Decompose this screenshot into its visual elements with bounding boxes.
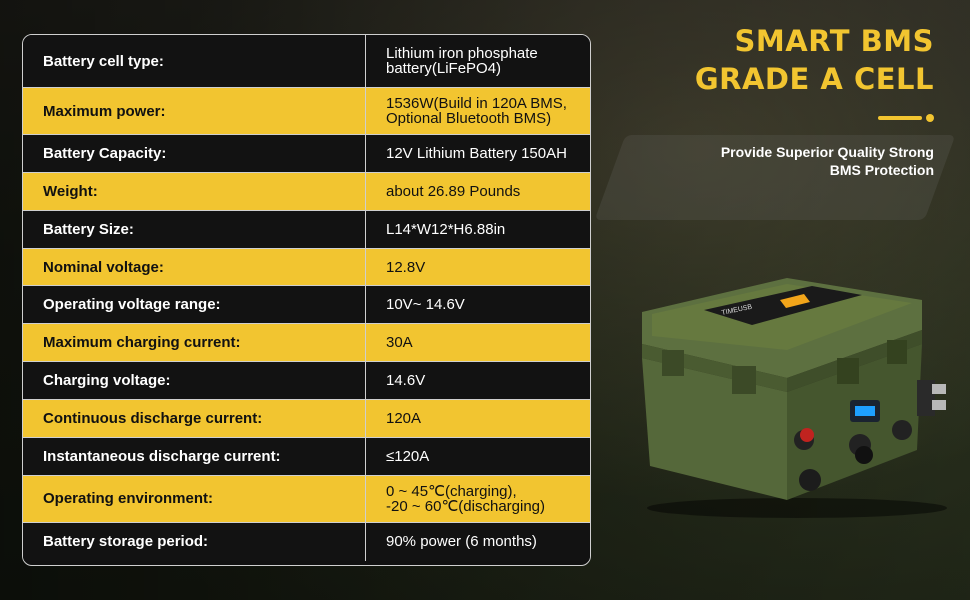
spec-label: Battery Size: <box>23 210 366 248</box>
spec-label: Operating voltage range: <box>23 286 366 324</box>
spec-value: about 26.89 Pounds <box>386 182 521 200</box>
spec-label: Battery storage period: <box>23 522 366 561</box>
spec-value: 30A <box>386 334 413 352</box>
headline-line-1: SMART BMS <box>734 24 934 58</box>
spec-row-max-charging-current: Maximum charging current: 30A <box>23 324 590 363</box>
spec-table: Battery cell type: Lithium iron phosphat… <box>22 34 591 566</box>
spec-row-charging-voltage: Charging voltage: 14.6V <box>23 362 590 401</box>
spec-value: ≤120A <box>386 447 430 465</box>
spec-row-storage-period: Battery storage period: 90% power (6 mon… <box>23 522 590 561</box>
spec-label: Continuous discharge current: <box>23 400 366 437</box>
spec-row-operating-environment: Operating environment: 0 ~ 45℃(charging)… <box>23 475 590 523</box>
spec-value: 90% power (6 months) <box>386 533 537 551</box>
spec-row-size: Battery Size: L14*W12*H6.88in <box>23 210 590 249</box>
battery-product-image: TIMEUSB <box>642 278 947 518</box>
subheadline-line-2: BMS Protection <box>829 162 934 178</box>
spec-row-nominal-voltage: Nominal voltage: 12.8V <box>23 248 590 287</box>
spec-row-instantaneous-discharge: Instantaneous discharge current: ≤120A <box>23 437 590 476</box>
spec-row-weight: Weight: about 26.89 Pounds <box>23 172 590 211</box>
spec-value: 120A <box>386 409 422 427</box>
spec-row-cell-type: Battery cell type: Lithium iron phosphat… <box>23 35 590 88</box>
spec-label: Maximum power: <box>23 88 366 134</box>
spec-value: L14*W12*H6.88in <box>386 220 506 238</box>
spec-label: Weight: <box>23 172 366 210</box>
spec-label: Nominal voltage: <box>23 248 366 286</box>
subheadline-line-1: Provide Superior Quality Strong <box>720 144 934 160</box>
spec-value: 1536W(Build in 120A BMS, Optional Blueto… <box>386 95 567 127</box>
accent-bar <box>878 116 922 120</box>
spec-label: Instantaneous discharge current: <box>23 437 366 475</box>
spec-value: 12.8V <box>386 258 426 276</box>
subheadline: Provide Superior Quality Strong BMS Prot… <box>721 143 934 179</box>
spec-label: Battery Capacity: <box>23 135 366 172</box>
spec-value: Lithium iron phosphate battery(LiFePO4) <box>386 45 538 77</box>
spec-label: Operating environment: <box>23 475 366 522</box>
spec-label: Maximum charging current: <box>23 324 366 362</box>
spec-label: Charging voltage: <box>23 362 366 400</box>
headline: SMART BMS GRADE A CELL <box>695 22 934 98</box>
spec-row-capacity: Battery Capacity: 12V Lithium Battery 15… <box>23 135 590 173</box>
spec-label: Battery cell type: <box>23 35 366 87</box>
spec-row-max-power: Maximum power: 1536W(Build in 120A BMS, … <box>23 88 590 135</box>
spec-value: 10V~ 14.6V <box>386 296 465 314</box>
spec-value: 14.6V <box>386 372 426 390</box>
spec-row-voltage-range: Operating voltage range: 10V~ 14.6V <box>23 286 590 325</box>
spec-value: 0 ~ 45℃(charging), -20 ~ 60℃(discharging… <box>386 482 546 515</box>
accent-dot <box>926 114 934 122</box>
headline-line-2: GRADE A CELL <box>694 62 934 96</box>
spec-value: 12V Lithium Battery 150AH <box>386 144 567 162</box>
spec-row-continuous-discharge: Continuous discharge current: 120A <box>23 400 590 438</box>
